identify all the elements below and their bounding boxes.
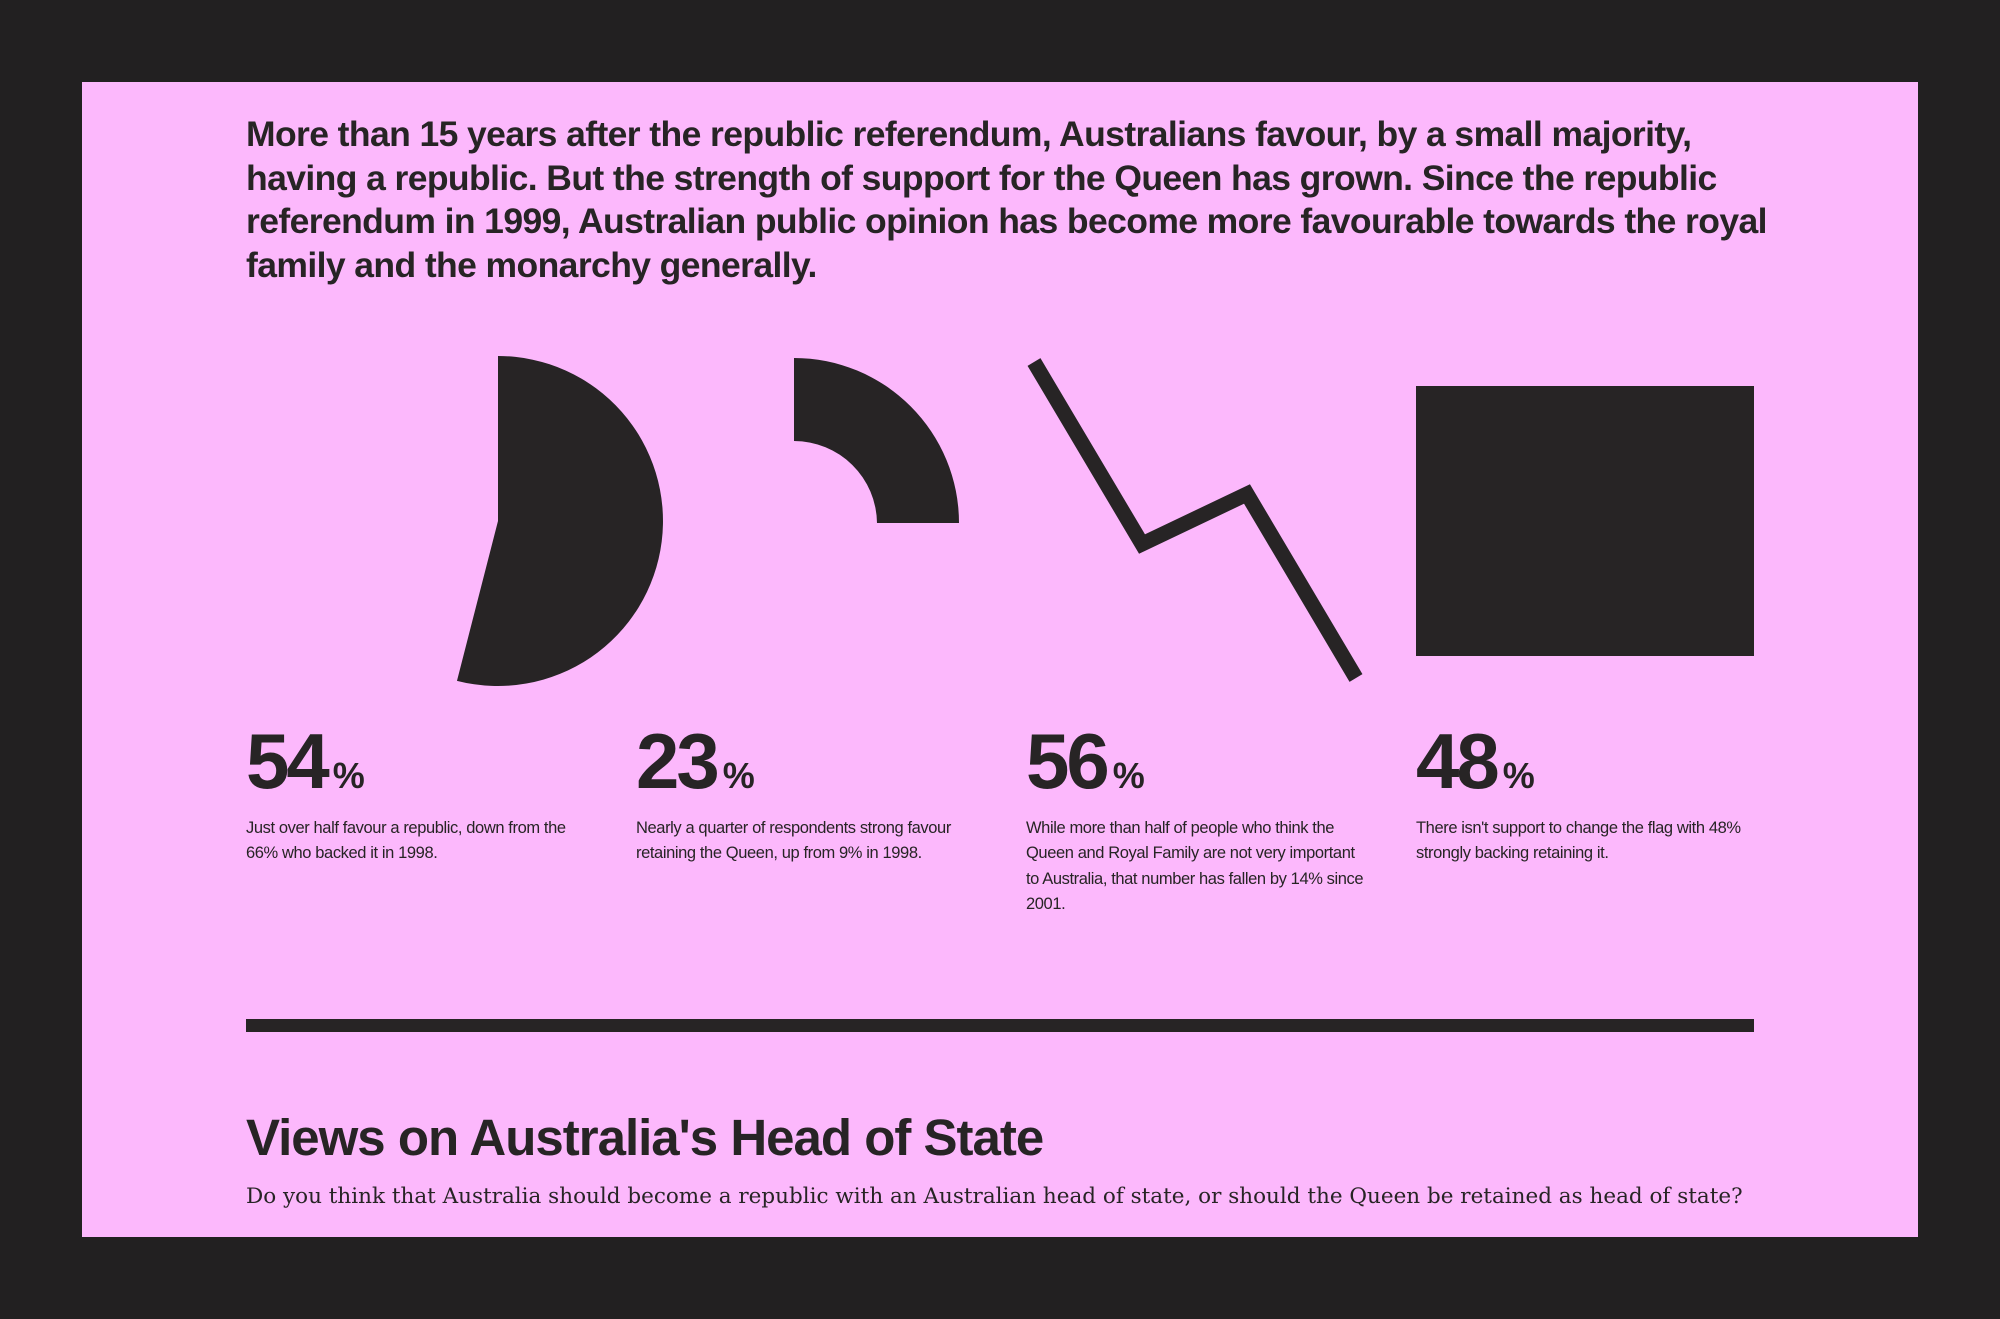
rectangle-icon [1416, 386, 1754, 656]
stat-number: 54 [246, 717, 330, 805]
stat-value: 23% [636, 722, 755, 800]
section-divider [246, 1019, 1754, 1032]
section-title: Views on Australia's Head of State [246, 1109, 1044, 1166]
pie-slice-fill [456, 356, 663, 686]
rectangle-fill [1416, 386, 1754, 656]
stat-unit: % [332, 755, 365, 796]
zigzag-line-stroke [1027, 358, 1363, 682]
zigzag-line-icon [1027, 358, 1363, 682]
stat-number: 56 [1026, 717, 1110, 805]
quarter-ring-fill [794, 358, 959, 523]
stat-value: 48% [1416, 722, 1535, 800]
stat-number: 48 [1416, 717, 1500, 805]
stat-unit: % [722, 755, 755, 796]
stat-unit: % [1502, 755, 1535, 796]
pie-slice-icon [456, 356, 663, 686]
quarter-ring-icon [794, 358, 959, 523]
stat-value: 54% [246, 722, 365, 800]
stat-description: Just over half favour a republic, down f… [246, 819, 566, 863]
stat-description: There isn't support to change the flag w… [1416, 819, 1741, 863]
section-question: Do you think that Australia should becom… [246, 1184, 1743, 1209]
content-panel: More than 15 years after the republic re… [82, 82, 1918, 1237]
stat-description: While more than half of people who think… [1026, 819, 1364, 914]
stat-unit: % [1112, 755, 1145, 796]
stat-description: Nearly a quarter of respondents strong f… [636, 819, 951, 863]
stat-value: 56% [1026, 722, 1145, 800]
stat-number: 23 [636, 717, 720, 805]
intro-paragraph: More than 15 years after the republic re… [246, 114, 1767, 285]
